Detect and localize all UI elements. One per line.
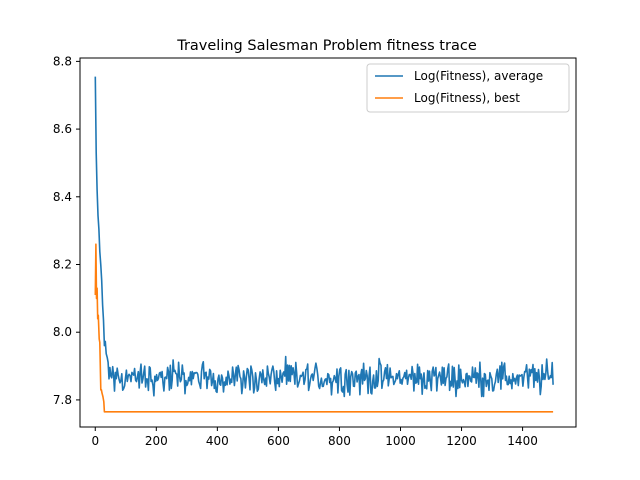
plot-frame (79, 57, 577, 428)
y-tick-label: 8.0 (53, 325, 72, 339)
x-tick-label: 600 (267, 434, 290, 448)
plot-area (80, 58, 576, 427)
x-tick-label: 400 (206, 434, 229, 448)
y-tick-label: 8.2 (53, 258, 72, 272)
y-tick-label: 8.8 (53, 54, 72, 68)
y-axis: 7.8 8.0 8.2 8.4 8.6 8.8 (53, 54, 80, 407)
legend: Log(Fitness), average Log(Fitness), best (366, 63, 570, 113)
series-line-best (94, 243, 554, 413)
legend-label-average: Log(Fitness), average (414, 69, 543, 83)
series-layer (94, 76, 554, 413)
x-tick-label: 200 (145, 434, 168, 448)
x-tick-label: 1400 (507, 434, 538, 448)
x-tick-label: 1000 (385, 434, 416, 448)
legend-box (366, 63, 570, 113)
x-tick-label: 0 (91, 434, 99, 448)
legend-label-best: Log(Fitness), best (414, 91, 520, 105)
series-line-average (94, 76, 554, 398)
y-tick-label: 8.4 (53, 190, 72, 204)
y-tick-label: 7.8 (53, 393, 72, 407)
x-axis: 0 200 400 600 800 1000 1200 1400 (91, 427, 538, 448)
chart-title: Traveling Salesman Problem fitness trace (176, 38, 477, 54)
x-tick-label: 800 (328, 434, 351, 448)
y-tick-label: 8.6 (53, 122, 72, 136)
x-tick-label: 1200 (446, 434, 477, 448)
